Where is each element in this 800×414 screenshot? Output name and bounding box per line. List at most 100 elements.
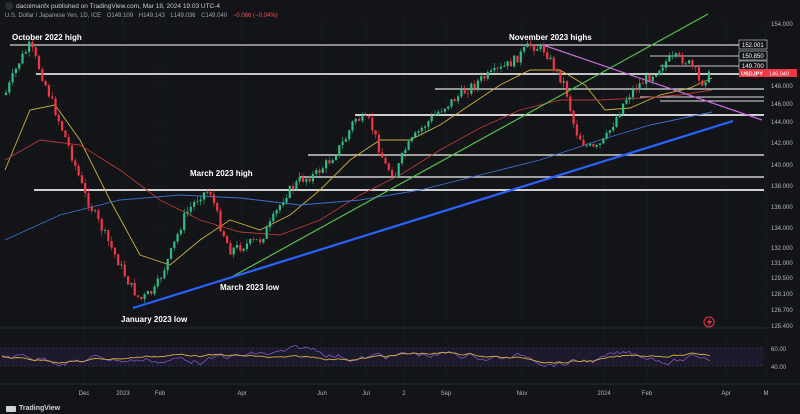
ohlc-change: −0.066 (−0.04%)	[232, 13, 278, 19]
price-axis[interactable]: 154.000 148.000 146.000 144.000 142.000 140.0…	[771, 22, 793, 330]
candle-body	[193, 202, 196, 207]
candle-body	[595, 144, 598, 147]
purple-trendline[interactable]	[542, 44, 763, 121]
candle-body	[631, 88, 635, 98]
candle-body	[427, 121, 430, 127]
candle-body	[579, 135, 582, 140]
candle-body	[486, 72, 489, 79]
candle-body	[437, 111, 440, 115]
green-trendline[interactable]	[227, 13, 709, 280]
candle-body	[460, 89, 463, 97]
candle-body	[671, 55, 674, 57]
candle-body	[397, 163, 400, 176]
candle-body	[136, 295, 140, 297]
price-axis-label: 134.000	[771, 226, 793, 232]
candle-body	[321, 168, 324, 173]
candle-body	[503, 66, 506, 67]
candle-body	[334, 155, 338, 161]
ohlc-open: O149.109	[106, 13, 134, 19]
candle-body	[84, 183, 87, 194]
candle-body	[97, 210, 100, 219]
tradingview-brand[interactable]: TradingView	[6, 405, 60, 412]
candle-body	[463, 89, 466, 94]
mar-2023-low-label: March 2023 low	[220, 283, 280, 292]
candle-body	[641, 83, 644, 85]
rsi-indicator	[1, 344, 711, 368]
lightning-icon[interactable]	[703, 316, 715, 328]
candle-body	[622, 103, 625, 115]
candle-body	[364, 114, 367, 116]
candle-body	[499, 66, 503, 69]
candle-body	[308, 178, 311, 182]
candle-body	[199, 199, 202, 202]
candle-body	[206, 191, 209, 193]
candle-body	[18, 63, 21, 69]
candle-body	[8, 82, 11, 93]
candle-body	[160, 278, 163, 279]
candle-body	[651, 76, 654, 82]
brand-label: TradingView	[19, 405, 61, 412]
time-axis-label: Apr	[237, 391, 246, 397]
price-axis-label: 132.000	[771, 246, 793, 252]
candle-body	[196, 201, 199, 203]
candle-body	[414, 132, 417, 138]
price-axis-label: 125.400	[771, 324, 793, 330]
candle-body	[575, 124, 578, 136]
candle-body	[466, 93, 470, 95]
time-axis[interactable]: Dec 2023 Feb Apr Jun Jul 2 Sep Nov 2024 Feb Apr M	[79, 391, 769, 397]
candle-body	[315, 170, 318, 175]
candle-body	[341, 141, 344, 146]
candle-body	[67, 137, 70, 146]
candle-body	[516, 55, 519, 63]
candle-body	[117, 254, 120, 266]
candle-body	[61, 121, 64, 131]
candle-body	[103, 230, 107, 231]
candle-body	[245, 243, 248, 249]
candle-body	[259, 239, 262, 243]
candle-body	[275, 210, 278, 214]
candle-body	[94, 210, 97, 212]
price-axis-label: 142.000	[771, 141, 793, 147]
candle-body	[127, 276, 130, 285]
candle-body	[44, 80, 47, 86]
candle-body	[110, 241, 113, 248]
price-axis-label: 131.000	[771, 261, 793, 267]
candle-body	[618, 114, 621, 118]
author-avatar-icon	[5, 2, 13, 11]
candle-body	[70, 145, 74, 161]
candle-body	[354, 118, 357, 122]
candle-body	[473, 83, 476, 89]
candle-body	[47, 85, 50, 97]
candle-body	[344, 139, 347, 142]
candle-body	[569, 96, 572, 111]
candle-body	[447, 106, 450, 109]
candle-body	[476, 80, 479, 89]
candle-body	[605, 132, 608, 139]
time-axis-label: M	[764, 391, 769, 397]
blue-trendline[interactable]	[132, 119, 734, 310]
candle-body	[328, 160, 331, 164]
candle-body	[374, 130, 377, 135]
candle-body	[552, 57, 555, 71]
candle-body	[318, 170, 321, 173]
candle-body	[222, 231, 225, 237]
candle-body	[490, 70, 493, 73]
boxed-level-152-label: 152.001	[742, 43, 764, 49]
candle-body	[255, 239, 258, 241]
candle-body	[130, 282, 133, 285]
candle-body	[450, 99, 453, 107]
rsi-band	[0, 348, 764, 366]
current-price-label: 149.040	[769, 72, 789, 78]
candle-body	[120, 264, 123, 266]
candle-body	[229, 243, 232, 255]
boxed-level-152	[738, 39, 768, 50]
candle-body	[268, 221, 272, 228]
candle-body	[183, 213, 186, 230]
candle-body	[523, 47, 526, 52]
symbol-description: U.S. Dollar / Japanese Yen, 1D, ICE	[5, 13, 102, 19]
time-axis-label: Nov	[517, 391, 528, 397]
candle-body	[585, 145, 588, 147]
candle-body	[542, 44, 545, 53]
